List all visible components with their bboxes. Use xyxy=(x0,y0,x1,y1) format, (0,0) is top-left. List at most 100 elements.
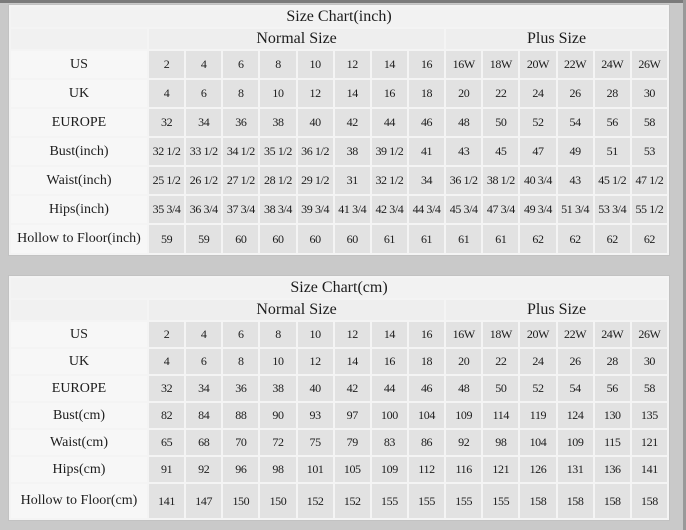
table-cell: 109 xyxy=(557,430,593,455)
table-cell: 56 xyxy=(594,109,630,136)
table-cell: 96 xyxy=(223,457,259,482)
table-cell: 30 xyxy=(631,80,667,107)
table-cell: 36 1/2 xyxy=(297,138,333,165)
table-cell: 39 3/4 xyxy=(297,196,333,223)
table-cell: 48 xyxy=(446,376,482,401)
table-row: US 2 4 6 8 10 12 14 16 16W 18W 20W 22W 24W 26W xyxy=(11,322,667,347)
frame-top-edge xyxy=(0,0,686,3)
table-cell: 12 xyxy=(334,51,370,78)
table-cell: 28 1/2 xyxy=(260,167,296,194)
table-cell: 130 xyxy=(594,403,630,428)
table-cell: 104 xyxy=(408,403,445,428)
table-cell: 59 xyxy=(149,225,185,253)
table-cell: 28 xyxy=(594,349,630,374)
table-cell: 43 xyxy=(446,138,482,165)
size-charts-container: Size Chart(inch) Normal Size Plus Size US 2 4… xyxy=(8,4,670,521)
row-label: Bust(inch) xyxy=(11,138,147,165)
table-cell: 61 xyxy=(446,225,482,253)
table-cell: 22W xyxy=(557,51,593,78)
table-cell: 155 xyxy=(483,484,519,518)
table-cell: 60 xyxy=(297,225,333,253)
table-cell: 2 xyxy=(149,322,185,347)
table-cell: 158 xyxy=(631,484,667,518)
table-row: Hollow to Floor(inch) 59 59 60 60 60 60 61 61 61 6… xyxy=(11,225,667,253)
table-cell: 16 xyxy=(371,80,407,107)
table-cell: 88 xyxy=(223,403,259,428)
table-cell: 8 xyxy=(223,349,259,374)
table-cell: 150 xyxy=(223,484,259,518)
table-cell: 8 xyxy=(260,51,296,78)
size-chart-cm-table: Size Chart(cm) Normal Size Plus Size US 2 4 6 8… xyxy=(8,275,670,521)
table-cell: 31 xyxy=(334,167,370,194)
table-cell: 58 xyxy=(631,376,667,401)
table-cell: 75 xyxy=(297,430,333,455)
table-cell: 33 1/2 xyxy=(186,138,222,165)
table-cell: 47 3/4 xyxy=(483,196,519,223)
table-cell: 62 xyxy=(631,225,667,253)
row-label: EUROPE xyxy=(11,109,147,136)
table-cell: 155 xyxy=(371,484,407,518)
table-cell: 32 1/2 xyxy=(371,167,407,194)
table-cell: 24W xyxy=(594,322,630,347)
table-cell: 46 xyxy=(408,376,445,401)
table-cell: 116 xyxy=(446,457,482,482)
table-cell: 8 xyxy=(223,80,259,107)
table-cell: 26 xyxy=(557,349,593,374)
table-cell: 36 1/2 xyxy=(446,167,482,194)
table-cell: 34 xyxy=(186,109,222,136)
table-cell: 47 xyxy=(520,138,556,165)
table-cell: 51 3/4 xyxy=(557,196,593,223)
table-cell: 147 xyxy=(186,484,222,518)
table-cell: 14 xyxy=(371,51,407,78)
column-group-header: Plus Size xyxy=(446,29,667,49)
table-cell: 30 xyxy=(631,349,667,374)
table-cell: 4 xyxy=(186,51,222,78)
table-cell: 126 xyxy=(520,457,556,482)
table-cell: 155 xyxy=(408,484,445,518)
table-cell: 55 1/2 xyxy=(631,196,667,223)
table-cell: 61 xyxy=(371,225,407,253)
table-cell: 60 xyxy=(334,225,370,253)
table-row: Hips(cm) 91 92 96 98 101 105 109 112 116 121 126 131… xyxy=(11,457,667,482)
table-cell: 79 xyxy=(334,430,370,455)
row-label: Waist(cm) xyxy=(11,430,147,455)
row-label: Hips(inch) xyxy=(11,196,147,223)
table-cell: 24W xyxy=(594,51,630,78)
table-cell: 20 xyxy=(446,349,482,374)
table-cell: 42 xyxy=(334,376,370,401)
table-cell: 59 xyxy=(186,225,222,253)
table-cell: 104 xyxy=(520,430,556,455)
table-cell: 37 3/4 xyxy=(223,196,259,223)
table-cell: 26W xyxy=(631,51,667,78)
table-cell: 22W xyxy=(557,322,593,347)
table-cell: 49 xyxy=(557,138,593,165)
corner-cell xyxy=(11,29,147,49)
table-cell: 10 xyxy=(297,51,333,78)
table-cell: 98 xyxy=(483,430,519,455)
table-cell: 54 xyxy=(557,376,593,401)
table-cell: 14 xyxy=(334,80,370,107)
table-cell: 49 3/4 xyxy=(520,196,556,223)
row-label: EUROPE xyxy=(11,376,147,401)
row-label: US xyxy=(11,322,147,347)
table-cell: 20W xyxy=(520,322,556,347)
table-row: Bust(cm) 82 84 88 90 93 97 100 104 109 114 119 124 13… xyxy=(11,403,667,428)
table-cell: 16 xyxy=(408,51,445,78)
table-cell: 34 1/2 xyxy=(223,138,259,165)
table-cell: 20W xyxy=(520,51,556,78)
table-cell: 32 xyxy=(149,376,185,401)
table-cell: 52 xyxy=(520,376,556,401)
table-cell: 60 xyxy=(260,225,296,253)
table-cell: 24 xyxy=(520,349,556,374)
table-cell: 12 xyxy=(297,349,333,374)
table-cell: 48 xyxy=(446,109,482,136)
table-cell: 121 xyxy=(483,457,519,482)
table-cell: 52 xyxy=(520,109,556,136)
row-label: Hips(cm) xyxy=(11,457,147,482)
table-cell: 14 xyxy=(371,322,407,347)
table-cell: 72 xyxy=(260,430,296,455)
table-cell: 90 xyxy=(260,403,296,428)
table-cell: 100 xyxy=(371,403,407,428)
table-cell: 86 xyxy=(408,430,445,455)
row-label: US xyxy=(11,51,147,78)
